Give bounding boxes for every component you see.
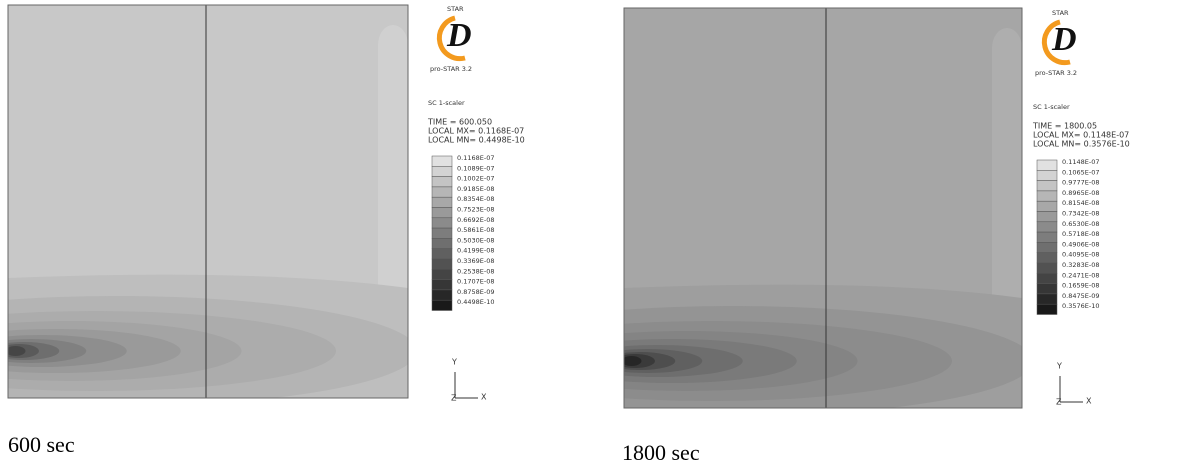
legend-label: 0.4095E-08	[1062, 251, 1099, 259]
scalar-label: SC 1-scaler	[428, 99, 465, 107]
logo-top: STAR	[447, 5, 464, 13]
legend-swatch	[431, 207, 453, 219]
time: TIME = 1800.05	[1032, 122, 1097, 131]
logo-top: STAR	[1052, 9, 1069, 17]
legend-label: 0.1707E-08	[457, 278, 494, 286]
legend-label: 0.2471E-08	[1062, 271, 1099, 279]
legend-label: 0.8965E-08	[1062, 189, 1099, 197]
legend-swatch	[431, 258, 453, 270]
legend-swatch	[431, 227, 453, 239]
legend-swatch	[1036, 190, 1058, 202]
logo-arc	[436, 15, 466, 62]
legend-label: 0.2538E-08	[457, 267, 494, 275]
legend-swatch	[1036, 242, 1058, 253]
local-mn: LOCAL MN= 0.3576E-10	[1033, 140, 1130, 149]
scalar-label: SC 1-scaler	[1033, 103, 1070, 111]
legend-label: 0.8354E-08	[457, 195, 494, 203]
axis-x-label: X	[1086, 397, 1092, 406]
axis-z-label: Z	[1056, 398, 1062, 407]
legend-label: 0.5030E-08	[457, 236, 494, 244]
legend-label: 0.1089E-07	[457, 164, 494, 172]
legend-swatch	[1036, 200, 1058, 212]
caption: 1800 sec	[622, 440, 700, 465]
legend-label: 0.5861E-08	[457, 226, 494, 234]
legend-label: 0.1659E-08	[1062, 282, 1099, 290]
legend-swatch	[431, 186, 453, 198]
legend-label: 0.3283E-08	[1062, 261, 1099, 269]
local-mx: LOCAL MX= 0.1148E-07	[1033, 131, 1129, 140]
legend-label: 0.8758E-09	[457, 288, 494, 296]
legend-swatch	[1036, 159, 1058, 171]
plot-frame	[623, 7, 1023, 409]
legend-swatch	[1036, 252, 1058, 264]
local-mn: LOCAL MN= 0.4498E-10	[428, 136, 525, 145]
legend-swatch	[1036, 303, 1058, 315]
legend-label: 0.3576E-10	[1062, 302, 1099, 310]
local-mx: LOCAL MX= 0.1168E-07	[428, 127, 524, 136]
legend-label: 0.9185E-08	[457, 185, 494, 193]
legend-swatch	[431, 155, 453, 167]
plot-frame	[7, 4, 409, 399]
axis-z-label: Z	[451, 394, 457, 403]
legend-label: 0.4498E-10	[457, 298, 494, 306]
time: TIME = 600.050	[427, 118, 492, 127]
logo-sub: pro-STAR 3.2	[1035, 69, 1077, 77]
legend-label: 0.6530E-08	[1062, 220, 1099, 228]
legend-swatch	[431, 238, 453, 249]
legend-label: 0.1168E-07	[457, 154, 494, 162]
legend-swatch	[1036, 293, 1058, 305]
legend-swatch	[431, 217, 453, 229]
legend-label: 0.6692E-08	[457, 216, 494, 224]
contour-band	[8, 346, 26, 356]
legend-swatch	[1036, 180, 1058, 192]
legend-label: 0.7523E-08	[457, 206, 494, 214]
legend-swatch	[1036, 273, 1058, 284]
contour-plot	[624, 8, 1022, 408]
legend-label: 0.8475E-09	[1062, 292, 1099, 300]
legend-swatch	[431, 289, 453, 301]
logo-letter: D	[446, 17, 472, 54]
contour-plot	[8, 5, 408, 398]
legend-label: 0.7342E-08	[1062, 210, 1099, 218]
logo-sub: pro-STAR 3.2	[430, 65, 472, 73]
legend-swatch	[1036, 211, 1058, 223]
axis-y-label: Y	[1056, 362, 1062, 371]
axis-x-label: X	[481, 393, 487, 402]
legend-label: 0.5718E-08	[1062, 230, 1099, 238]
legend-label: 0.1148E-07	[1062, 158, 1099, 166]
legend-swatch	[1036, 283, 1058, 295]
legend-swatch	[431, 196, 453, 208]
legend-label: 0.4199E-08	[457, 247, 494, 255]
legend-label: 0.4906E-08	[1062, 240, 1099, 248]
legend-swatch	[1036, 231, 1058, 243]
caption: 600 sec	[8, 432, 75, 457]
legend-label: 0.1002E-07	[457, 175, 494, 183]
legend-swatch	[431, 248, 453, 260]
legend-swatch	[431, 279, 453, 291]
legend-swatch	[431, 269, 453, 280]
legend-swatch	[431, 299, 453, 311]
legend-swatch	[1036, 262, 1058, 274]
legend-label: 0.9777E-08	[1062, 179, 1099, 187]
axis-y-label: Y	[451, 358, 457, 367]
legend-swatch	[1036, 170, 1058, 181]
logo-letter: D	[1051, 21, 1077, 58]
legend-swatch	[431, 166, 453, 177]
legend-label: 0.1065E-07	[1062, 168, 1099, 176]
logo-arc	[1041, 19, 1071, 66]
contour-band	[624, 356, 642, 366]
legend-swatch	[1036, 221, 1058, 233]
legend-label: 0.8154E-08	[1062, 199, 1099, 207]
legend-label: 0.3369E-08	[457, 257, 494, 265]
legend-swatch	[431, 176, 453, 188]
